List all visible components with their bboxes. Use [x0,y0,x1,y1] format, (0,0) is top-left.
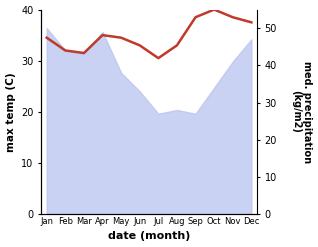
X-axis label: date (month): date (month) [108,231,190,242]
Y-axis label: med. precipitation
(kg/m2): med. precipitation (kg/m2) [291,61,313,163]
Y-axis label: max temp (C): max temp (C) [5,72,16,152]
